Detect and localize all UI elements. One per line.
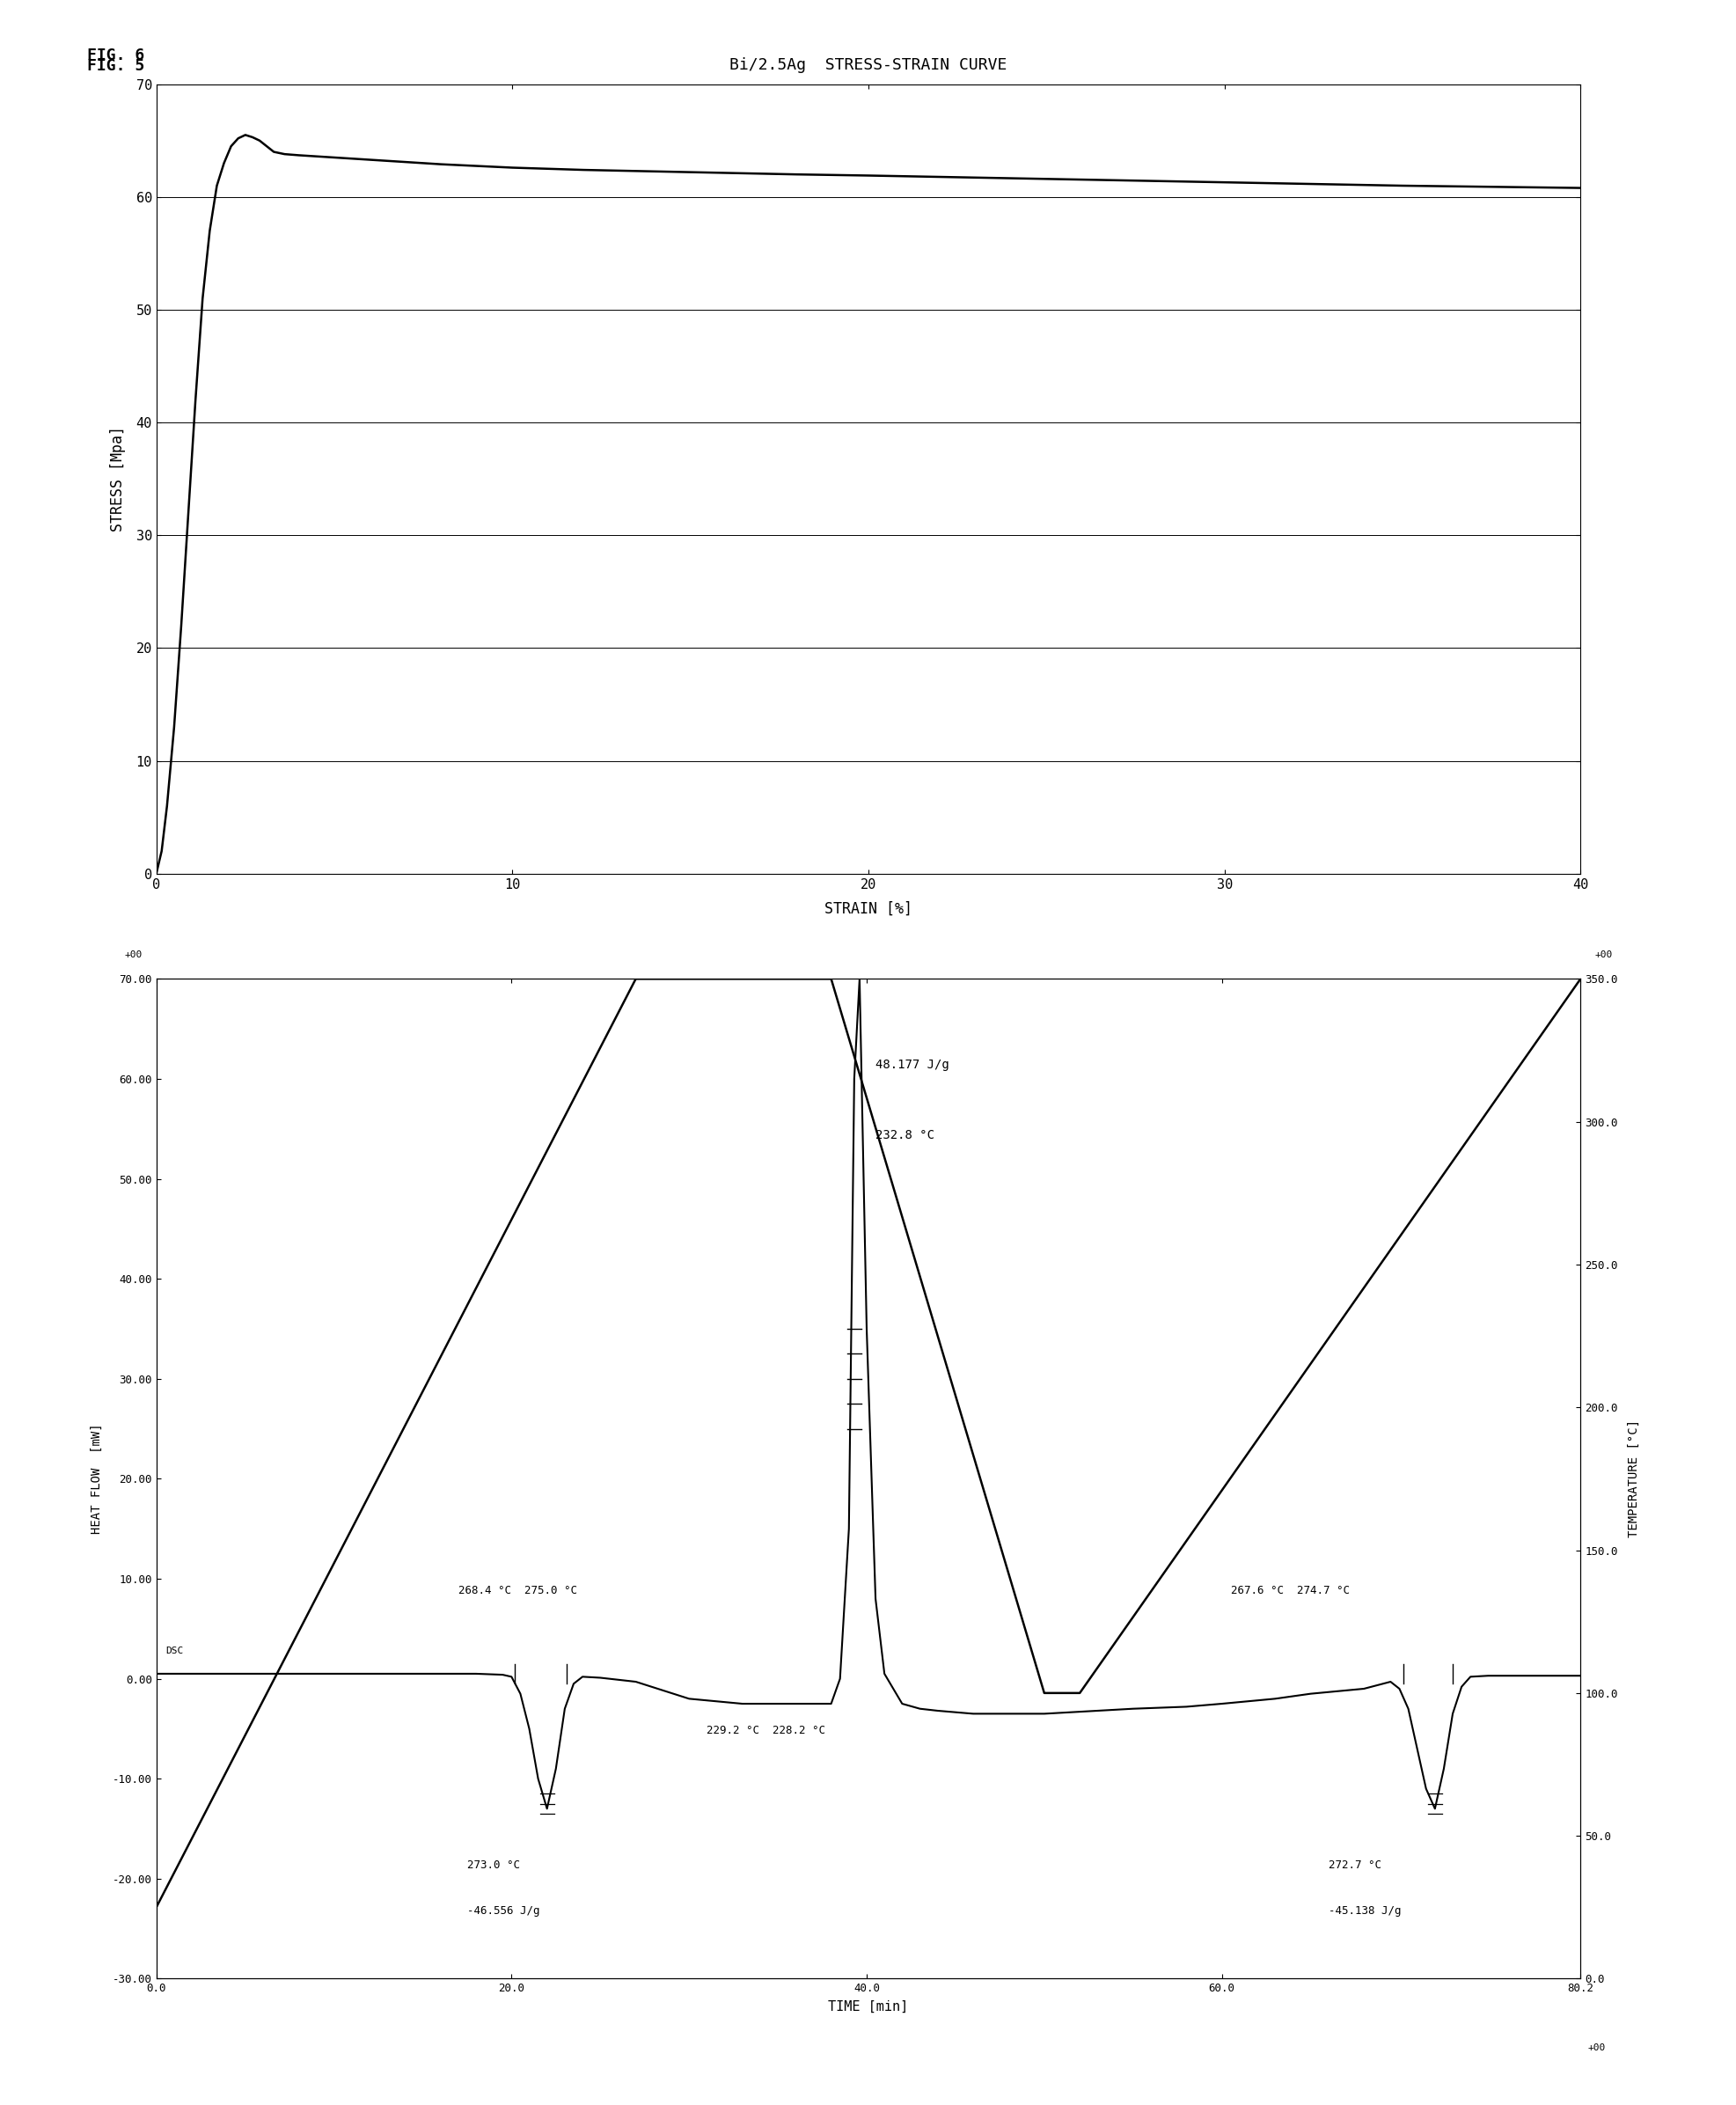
Title: Bi/2.5Ag  STRESS-STRAIN CURVE: Bi/2.5Ag STRESS-STRAIN CURVE	[729, 57, 1007, 74]
Text: 272.7 °C: 272.7 °C	[1328, 1861, 1380, 1871]
Y-axis label: STRESS [Mpa]: STRESS [Mpa]	[111, 425, 127, 533]
Y-axis label: HEAT FLOW  [mW]: HEAT FLOW [mW]	[90, 1423, 102, 1535]
Text: -45.138 J/g: -45.138 J/g	[1328, 1905, 1401, 1916]
Text: +00: +00	[1587, 2044, 1604, 2052]
X-axis label: STRAIN [%]: STRAIN [%]	[825, 901, 911, 916]
Text: 232.8 °C: 232.8 °C	[875, 1128, 934, 1141]
X-axis label: TIME [min]: TIME [min]	[828, 2000, 908, 2014]
Y-axis label: TEMPERATURE [°C]: TEMPERATURE [°C]	[1627, 1419, 1639, 1539]
Text: +00: +00	[1594, 949, 1611, 960]
Text: 267.6 °C  274.7 °C: 267.6 °C 274.7 °C	[1231, 1585, 1349, 1596]
Text: +00: +00	[125, 949, 142, 960]
Text: 268.4 °C  275.0 °C: 268.4 °C 275.0 °C	[458, 1585, 576, 1596]
Text: FIG. 5: FIG. 5	[87, 57, 144, 74]
Text: 273.0 °C: 273.0 °C	[467, 1861, 519, 1871]
Text: 48.177 J/g: 48.177 J/g	[875, 1059, 950, 1071]
Text: FIG. 6: FIG. 6	[87, 46, 144, 63]
Text: DSC: DSC	[165, 1646, 182, 1655]
Text: -46.556 J/g: -46.556 J/g	[467, 1905, 540, 1916]
Text: 229.2 °C  228.2 °C: 229.2 °C 228.2 °C	[707, 1724, 825, 1737]
